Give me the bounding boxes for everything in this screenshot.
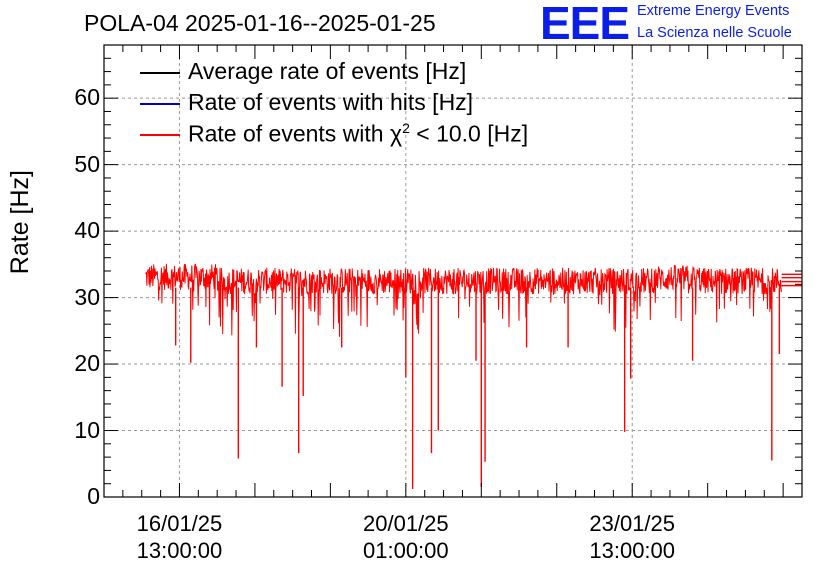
y-tick-label: 10	[40, 417, 100, 444]
x-tick-label: 23/01/2513:00:00	[562, 510, 702, 564]
x-tick-label: 20/01/2501:00:00	[336, 510, 476, 564]
x-tick-date: 23/01/25	[562, 510, 702, 537]
y-tick-label: 20	[40, 350, 100, 377]
legend-label-average: Average rate of events [Hz]	[188, 58, 466, 85]
eee-logo: EEE	[540, 0, 629, 46]
legend-swatch-hits	[140, 103, 180, 105]
legend-label-hits: Rate of events with hits [Hz]	[188, 89, 473, 116]
x-tick-time: 01:00:00	[336, 537, 476, 564]
y-tick-label: 30	[40, 284, 100, 311]
y-tick-label: 40	[40, 217, 100, 244]
logo-tagline-2: La Scienza nelle Scuole	[637, 25, 792, 41]
legend-label-chi2: Rate of events with χ2 < 10.0 [Hz]	[188, 120, 528, 148]
y-axis-label-wrap: Rate [Hz]	[4, 170, 34, 200]
x-tick-date: 16/01/25	[109, 510, 249, 537]
legend-label-chi2-symbol: χ	[390, 121, 402, 147]
legend-label-chi2-post: < 10.0 [Hz]	[410, 121, 528, 147]
y-axis-label: Rate [Hz]	[6, 170, 35, 274]
legend-label-chi2-sup: 2	[402, 120, 410, 136]
chart-title: POLA-04 2025-01-16--2025-01-25	[84, 10, 436, 37]
y-tick-label: 60	[40, 84, 100, 111]
legend-swatch-chi2	[140, 134, 180, 136]
y-tick-label: 0	[40, 483, 100, 510]
rate-chart	[0, 0, 836, 572]
x-tick-label: 16/01/2513:00:00	[109, 510, 249, 564]
logo-tagline-1: Extreme Energy Events	[637, 3, 789, 19]
legend-label-chi2-pre: Rate of events with	[188, 121, 390, 147]
chi2-rate-line	[146, 264, 782, 337]
y-tick-label: 50	[40, 151, 100, 178]
x-tick-date: 20/01/25	[336, 510, 476, 537]
legend-swatch-average	[140, 72, 180, 74]
x-tick-time: 13:00:00	[109, 537, 249, 564]
x-tick-time: 13:00:00	[562, 537, 702, 564]
